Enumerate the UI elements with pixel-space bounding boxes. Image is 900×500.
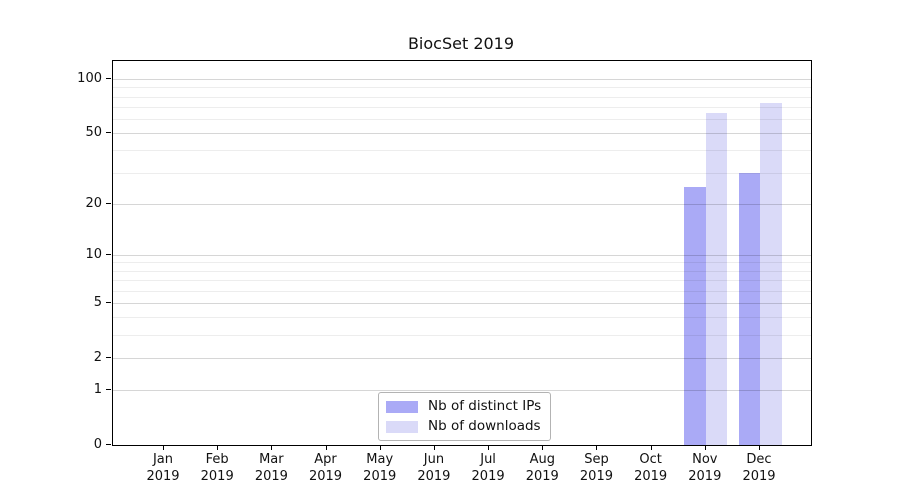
gridline-10 [113, 254, 811, 256]
x-axis-tick [650, 445, 652, 450]
y-axis-tick [106, 389, 111, 391]
x-axis-tick-label-jul: Jul 2019 [456, 451, 520, 485]
gridline-6 [113, 290, 811, 292]
gridline-80 [113, 96, 811, 98]
month-label: Aug [529, 452, 555, 467]
gridline-70 [113, 106, 811, 108]
x-axis-tick-label-jun: Jun 2019 [402, 451, 466, 485]
x-axis-tick [271, 445, 273, 450]
y-axis-tick-label: 20 [85, 195, 102, 211]
x-axis-tick-label-sep: Sep 2019 [564, 451, 628, 485]
month-label: Jul [480, 452, 496, 467]
month-label: May [366, 452, 394, 467]
x-axis-tick [433, 445, 435, 450]
y-axis-tick-label: 10 [85, 246, 102, 262]
gridline-5 [113, 302, 811, 304]
month-label: Mar [259, 452, 284, 467]
month-label: Jun [423, 452, 445, 467]
gridline-8 [113, 270, 811, 272]
month-label: Oct [639, 452, 662, 467]
year-label: 2019 [146, 469, 180, 484]
year-label: 2019 [634, 469, 668, 484]
gridline-30 [113, 172, 811, 174]
y-axis-tick-label: 2 [93, 349, 102, 365]
month-label: Apr [314, 452, 337, 467]
y-axis-tick [106, 202, 111, 204]
legend-entry: Nb of distinct IPs [386, 398, 541, 415]
year-label: 2019 [471, 469, 505, 484]
x-axis-tick-label-feb: Feb 2019 [185, 451, 249, 485]
bar-downloads-nov [705, 112, 728, 445]
year-label: 2019 [579, 469, 613, 484]
bar-distinct-ips-nov [684, 186, 706, 445]
y-axis-tick [106, 253, 111, 255]
x-axis-tick [704, 445, 706, 450]
gridline-40 [113, 150, 811, 152]
year-label: 2019 [742, 469, 776, 484]
year-label: 2019 [308, 469, 343, 484]
bar-downloads-dec [760, 102, 782, 445]
x-axis-tick [379, 445, 381, 450]
x-axis-tick-label-oct: Oct 2019 [619, 451, 683, 485]
x-axis-tick [217, 445, 219, 450]
x-axis-tick [596, 445, 598, 450]
y-axis-tick-label: 100 [77, 71, 102, 86]
x-axis-tick-label-mar: Mar 2019 [239, 451, 303, 485]
x-axis-tick [163, 445, 164, 450]
gridline-3 [113, 335, 811, 337]
gridline-60 [113, 118, 811, 120]
gridline-20 [113, 203, 811, 205]
x-axis-tick-label-aug: Aug 2019 [510, 451, 574, 485]
x-axis-tick [325, 445, 327, 450]
x-axis-tick [542, 445, 544, 450]
y-axis-tick [106, 132, 111, 134]
gridline-4 [113, 317, 811, 319]
y-axis-tick-label: 5 [93, 294, 102, 310]
plot-area [112, 60, 812, 446]
legend-swatch-icon [386, 420, 418, 433]
year-label: 2019 [417, 469, 451, 484]
legend-swatch-icon [386, 400, 418, 413]
month-label: Feb [205, 452, 229, 467]
month-label: Dec [746, 452, 772, 467]
gridline-1 [113, 390, 811, 392]
x-axis-tick [488, 445, 490, 450]
y-axis-tick-label: 1 [93, 382, 102, 398]
y-axis-tick [106, 301, 111, 303]
y-axis-tick-label: 0 [93, 437, 102, 452]
chart-title: BiocSet 2019 [407, 34, 515, 53]
gridline-90 [113, 87, 811, 89]
x-axis-tick [759, 445, 760, 450]
legend-label: Nb of distinct IPs [428, 398, 542, 414]
month-label: Sep [584, 452, 609, 467]
legend-entry: Nb of downloads [386, 418, 541, 435]
month-label: Nov [692, 452, 718, 467]
bar-distinct-ips-dec [738, 172, 760, 445]
gridline-50 [113, 133, 811, 135]
legend-label: Nb of downloads [428, 418, 541, 434]
x-axis-tick-label-jan: Jan 2019 [131, 451, 195, 485]
year-label: 2019 [200, 469, 234, 484]
y-axis-tick [106, 356, 111, 358]
x-axis-tick-label-may: May 2019 [348, 451, 412, 485]
year-label: 2019 [254, 469, 288, 484]
gridline-100 [113, 79, 811, 80]
legend: Nb of distinct IPs Nb of downloads [378, 392, 552, 441]
month-label: Jan [152, 452, 174, 467]
x-axis-tick-label-apr: Apr 2019 [294, 451, 358, 485]
x-axis-tick-label-dec: Dec 2019 [727, 451, 791, 485]
x-axis-tick-label-nov: Nov 2019 [673, 451, 737, 485]
year-label: 2019 [363, 469, 397, 484]
gridline-7 [113, 280, 811, 282]
gridline-2 [113, 357, 811, 359]
year-label: 2019 [688, 469, 722, 484]
year-label: 2019 [525, 469, 559, 484]
y-axis-tick [106, 444, 111, 445]
y-axis-tick [106, 78, 111, 79]
y-axis-tick-label: 50 [85, 125, 102, 141]
gridline-9 [113, 262, 811, 264]
